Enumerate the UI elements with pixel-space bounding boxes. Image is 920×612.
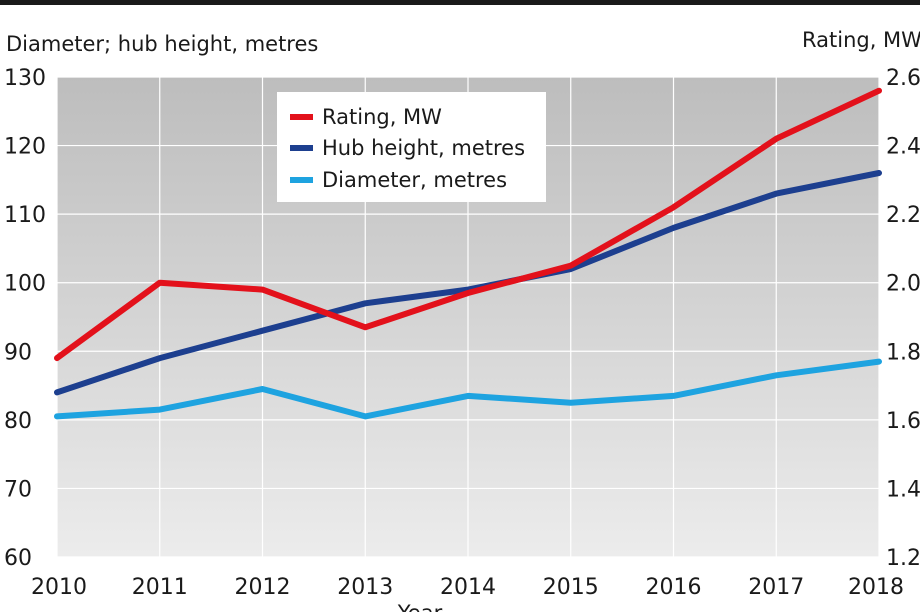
right-tick-label: 1.4 — [886, 477, 920, 502]
gridlines — [56, 76, 880, 558]
left-tick-label: 100 — [4, 272, 46, 297]
left-tick-label: 70 — [4, 477, 32, 502]
x-tick-label: 2014 — [440, 575, 496, 600]
left-tick-label: 60 — [4, 546, 32, 571]
series-lines — [54, 87, 882, 420]
x-axis-title: Year — [397, 601, 443, 612]
right-axis-ticks: 1.2 1.4 1.6 1.8 2.0 2.2 2.4 2.6 — [886, 66, 920, 571]
x-tick-label: 2017 — [748, 575, 804, 600]
left-axis-title: Diameter; hub height, metres — [6, 32, 318, 56]
top-title-strip — [0, 0, 920, 5]
series-line — [54, 87, 882, 362]
x-tick-label: 2012 — [235, 575, 291, 600]
right-tick-label: 2.6 — [886, 66, 920, 91]
left-tick-label: 90 — [4, 340, 32, 365]
x-tick-label: 2016 — [646, 575, 702, 600]
right-tick-label: 2.4 — [886, 135, 920, 160]
legend-box — [277, 92, 546, 202]
right-tick-label: 1.8 — [886, 340, 920, 365]
x-tick-label: 2015 — [543, 575, 599, 600]
x-tick-label: 2010 — [31, 575, 87, 600]
right-tick-label: 1.6 — [886, 409, 920, 434]
left-tick-label: 110 — [4, 203, 46, 228]
right-tick-label: 2.0 — [886, 272, 920, 297]
x-axis-ticks: 2010 2011 2012 2013 2014 2015 2016 2017 2018 — [31, 575, 904, 600]
right-axis-title: Rating, MW — [802, 28, 920, 52]
left-axis-ticks: 60 70 80 90 100 110 120 130 — [4, 66, 46, 571]
legend-label: Rating, MW — [322, 105, 442, 129]
right-tick-label: 2.2 — [886, 203, 920, 228]
legend-label: Diameter, metres — [322, 168, 507, 192]
series-line — [54, 358, 882, 420]
x-tick-label: 2013 — [337, 575, 393, 600]
x-tick-label: 2011 — [132, 575, 188, 600]
left-tick-label: 120 — [4, 135, 46, 160]
legend-label: Hub height, metres — [322, 136, 525, 160]
x-tick-label: 2018 — [848, 575, 904, 600]
right-tick-label: 1.2 — [886, 546, 920, 571]
legend: Rating, MW Hub height, metres Diameter, me… — [277, 92, 546, 202]
left-tick-label: 130 — [4, 66, 46, 91]
series-line — [54, 170, 882, 396]
left-tick-label: 80 — [4, 409, 32, 434]
